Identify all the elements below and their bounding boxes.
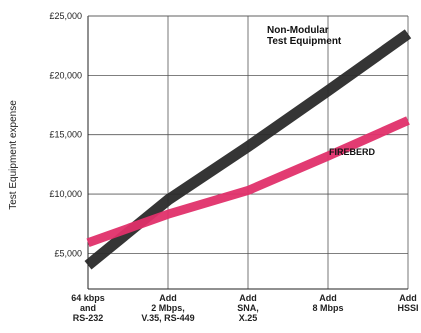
- axes: [87, 15, 408, 290]
- y-tick-label: £20,000: [49, 70, 82, 80]
- x-tick-label: Add 8 Mbps: [312, 293, 343, 313]
- x-tick-label: Add 2 Mbps, V.35, RS-449: [141, 293, 194, 323]
- x-tick-label: 64 kbps and RS-232: [71, 293, 105, 323]
- y-tick-label: £5,000: [54, 248, 82, 258]
- series-layer: [84, 29, 412, 270]
- grid: [88, 15, 409, 289]
- y-axis-label: Test Equipment expense: [8, 100, 19, 210]
- x-tick-label: Add SNA, X.25: [237, 293, 259, 323]
- x-tick-labels: 64 kbps and RS-232 Add 2 Mbps, V.35, RS-449 Ad…: [71, 293, 418, 323]
- y-tick-label: £15,000: [49, 130, 82, 140]
- series-label-non-modular: Non-Modular Test Equipment: [267, 25, 342, 47]
- series-annotations: Non-Modular Test Equipment FIREBERD: [267, 25, 376, 157]
- y-tick-labels: £25,000 £20,000 £15,000 £10,000 £5,000: [49, 11, 82, 258]
- series-label-fireberd: FIREBERD: [329, 147, 376, 157]
- y-tick-label: £25,000: [49, 11, 82, 21]
- y-tick-label: £10,000: [49, 189, 82, 199]
- x-tick-label: Add HSSI: [397, 293, 418, 313]
